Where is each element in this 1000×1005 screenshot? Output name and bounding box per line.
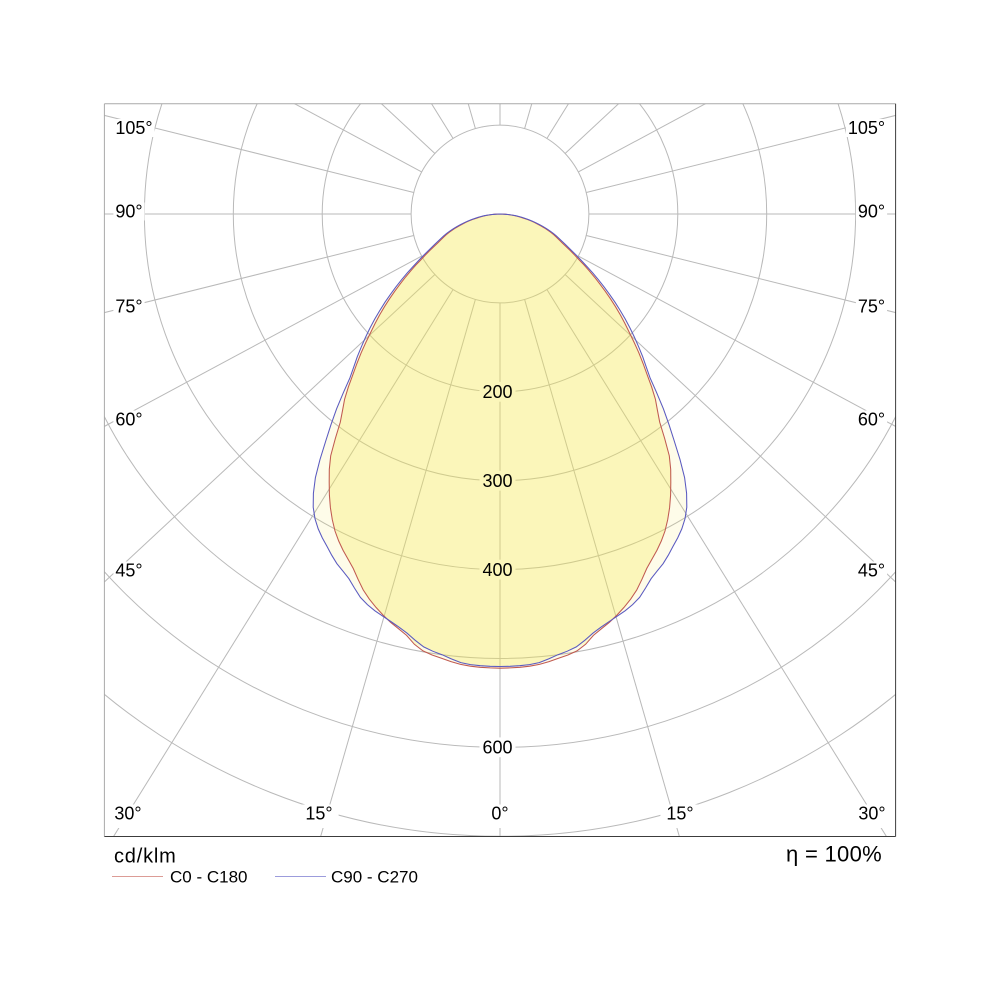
svg-text:45°: 45° xyxy=(115,561,142,581)
svg-text:η = 100%: η = 100% xyxy=(786,842,882,867)
svg-text:600: 600 xyxy=(482,738,512,758)
svg-text:90°: 90° xyxy=(858,202,885,222)
svg-text:45°: 45° xyxy=(858,561,885,581)
svg-text:0°: 0° xyxy=(491,804,508,824)
svg-text:C90 - C270: C90 - C270 xyxy=(331,868,418,887)
svg-text:200: 200 xyxy=(482,382,512,402)
svg-text:15°: 15° xyxy=(305,804,332,824)
svg-text:60°: 60° xyxy=(115,410,142,430)
svg-text:400: 400 xyxy=(482,560,512,580)
svg-text:105°: 105° xyxy=(848,118,885,138)
svg-text:90°: 90° xyxy=(115,202,142,222)
svg-text:C0 - C180: C0 - C180 xyxy=(170,868,247,887)
svg-text:105°: 105° xyxy=(115,118,152,138)
svg-text:30°: 30° xyxy=(858,804,885,824)
svg-text:60°: 60° xyxy=(858,410,885,430)
svg-text:75°: 75° xyxy=(858,297,885,317)
svg-text:300: 300 xyxy=(482,471,512,491)
svg-text:30°: 30° xyxy=(114,804,141,824)
svg-text:75°: 75° xyxy=(115,297,142,317)
svg-text:cd/klm: cd/klm xyxy=(114,846,177,868)
svg-text:15°: 15° xyxy=(666,804,693,824)
